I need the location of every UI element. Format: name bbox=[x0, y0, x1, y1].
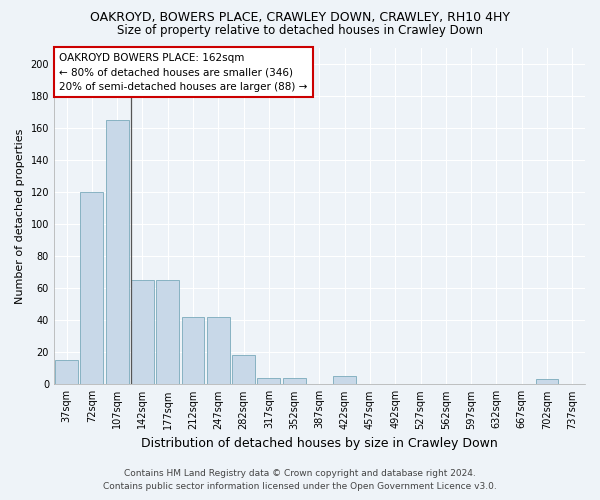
Bar bbox=[80, 192, 103, 384]
Bar bbox=[131, 280, 154, 384]
Text: Size of property relative to detached houses in Crawley Down: Size of property relative to detached ho… bbox=[117, 24, 483, 37]
Text: OAKROYD, BOWERS PLACE, CRAWLEY DOWN, CRAWLEY, RH10 4HY: OAKROYD, BOWERS PLACE, CRAWLEY DOWN, CRA… bbox=[90, 11, 510, 24]
Bar bbox=[283, 378, 305, 384]
Bar bbox=[536, 380, 559, 384]
Y-axis label: Number of detached properties: Number of detached properties bbox=[15, 128, 25, 304]
X-axis label: Distribution of detached houses by size in Crawley Down: Distribution of detached houses by size … bbox=[141, 437, 498, 450]
Bar bbox=[334, 376, 356, 384]
Bar bbox=[182, 317, 205, 384]
Bar bbox=[157, 280, 179, 384]
Bar bbox=[106, 120, 128, 384]
Bar bbox=[55, 360, 78, 384]
Bar bbox=[232, 356, 255, 384]
Bar bbox=[257, 378, 280, 384]
Bar bbox=[207, 317, 230, 384]
Text: Contains HM Land Registry data © Crown copyright and database right 2024.
Contai: Contains HM Land Registry data © Crown c… bbox=[103, 469, 497, 491]
Text: OAKROYD BOWERS PLACE: 162sqm
← 80% of detached houses are smaller (346)
20% of s: OAKROYD BOWERS PLACE: 162sqm ← 80% of de… bbox=[59, 52, 308, 92]
